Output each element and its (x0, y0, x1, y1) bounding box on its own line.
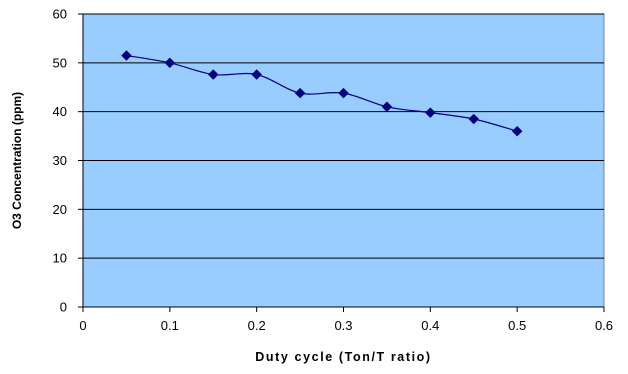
data-point-marker (207, 69, 219, 80)
data-point-marker (294, 87, 306, 99)
y-tick-label: 20 (53, 202, 67, 217)
axis-ticks: 0 10 20 30 40 50 60 0 0.1 0.2 0.3 0.4 0.5 0.6 (53, 7, 614, 334)
data-point-marker (251, 69, 263, 80)
data-point-marker (381, 101, 393, 113)
data-point-marker (164, 57, 176, 69)
x-tick-label: 0.4 (421, 318, 439, 333)
data-point-marker (468, 113, 480, 125)
y-tick-label: 50 (53, 55, 67, 70)
y-tick-label: 40 (53, 104, 67, 119)
y-tick-label: 30 (53, 153, 67, 168)
x-tick-label: 0.5 (508, 318, 526, 333)
x-tick-label: 0.6 (595, 318, 613, 333)
y-tick-label: 0 (60, 300, 67, 315)
x-tick-label: 0 (79, 318, 86, 333)
data-point-marker (121, 50, 132, 61)
x-axis-title: Duty cycle (Ton/T ratio) (255, 350, 431, 364)
x-tick-label: 0.1 (161, 318, 179, 333)
y-tick-label: 10 (53, 251, 67, 266)
x-tick-label: 0.3 (334, 318, 352, 333)
series-layer (121, 50, 523, 137)
y-axis-title: O3 Concentration (ppm) (10, 92, 24, 229)
series-line (126, 54, 518, 132)
data-point-marker (424, 107, 436, 118)
y-tick-label: 60 (53, 7, 67, 22)
data-point-marker (338, 87, 349, 99)
x-tick-label: 0.2 (248, 318, 266, 333)
data-point-marker (511, 125, 523, 137)
